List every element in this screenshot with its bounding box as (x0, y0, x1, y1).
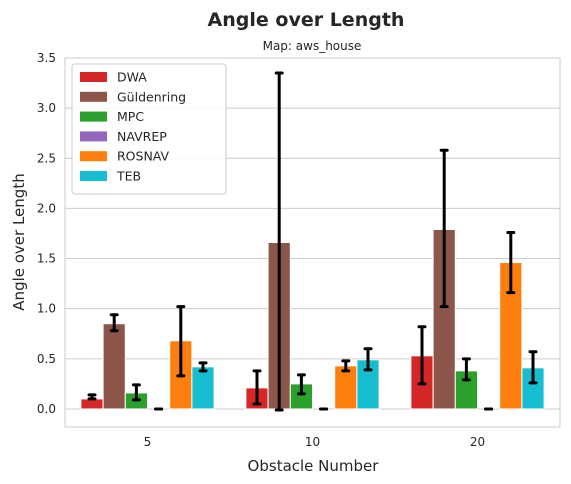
legend-label: ROSNAV (117, 149, 170, 164)
error-bars-group (87, 71, 538, 412)
x-tick-label: 10 (305, 435, 320, 449)
x-axis-label: Obstacle Number (248, 457, 380, 475)
legend-label: Güldenring (117, 89, 186, 104)
y-tick-label: 2.0 (37, 201, 56, 215)
y-tick-label: 3.5 (37, 51, 56, 65)
legend-swatch (80, 91, 107, 102)
y-tick-label: 2.5 (37, 151, 56, 165)
bars-group (80, 228, 545, 410)
chart-subtitle: Map: aws_house (263, 39, 362, 53)
bar (191, 366, 215, 410)
x-axis-ticks: 5 10 20 (144, 435, 485, 449)
bar (80, 398, 104, 410)
chart-title: Angle over Length (208, 9, 405, 31)
y-axis-ticks: 0.0 0.5 1.0 1.5 2.0 2.5 3.0 3.5 (37, 51, 56, 416)
legend-swatch (80, 72, 107, 82)
x-tick-label: 20 (470, 435, 485, 449)
x-tick-label: 5 (144, 435, 152, 449)
y-tick-label: 3.0 (37, 101, 56, 115)
y-tick-label: 0.5 (37, 352, 56, 366)
y-tick-label: 0.0 (37, 402, 56, 416)
legend-label: MPC (117, 109, 144, 124)
legend-label: TEB (116, 169, 141, 184)
y-tick-label: 1.5 (37, 252, 56, 266)
legend-swatch (80, 111, 107, 122)
legend-swatch (80, 151, 107, 162)
bar (102, 323, 126, 410)
legend-swatch (80, 171, 107, 181)
legend-swatch (80, 131, 107, 142)
legend-box (71, 63, 227, 195)
y-axis-label: Angle over Length (10, 173, 28, 310)
legend: DWA Güldenring MPC NAVREP ROSNAV TEB (71, 63, 227, 195)
plot-frame (64, 57, 561, 428)
y-tick-label: 1.0 (37, 302, 56, 316)
legend-label: NAVREP (117, 129, 167, 144)
legend-label: DWA (117, 70, 147, 85)
